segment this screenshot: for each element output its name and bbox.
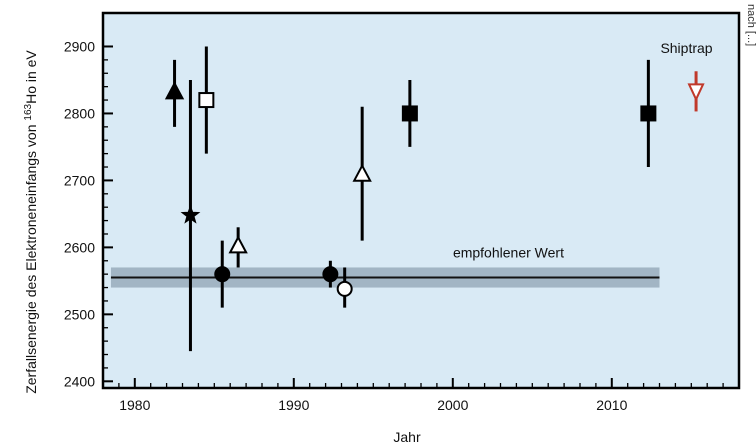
y-axis: 2400 2500 2600 2700 2800 2900 [64,38,113,389]
x-tick-label-2: 2000 [437,397,468,413]
marker-layer [164,81,705,297]
data-point-10 [687,83,705,102]
y-axis-title-tail: Ho in eV [23,50,39,104]
data-point-4 [228,235,248,254]
y-tick-label-5: 2900 [64,38,95,54]
data-point-3 [214,266,231,283]
data-point-1 [180,204,201,224]
y-axis-title-sup: 163 [23,103,34,120]
y-tick-label-2: 2600 [64,239,95,255]
data-point-5 [322,266,339,283]
credit-text: nach [...] [745,4,756,46]
data-point-6 [336,280,353,297]
data-point-2 [198,92,215,109]
annotation-layer: Shiptrap empfohlener Wert [453,40,713,260]
data-point-8 [401,105,418,122]
x-tick-label-3: 2010 [596,397,627,413]
plot-background [103,13,739,388]
y-tick-label-4: 2800 [64,105,95,121]
y-axis-title-main: Zerfallsenergie des Elektroneneinfangs v… [23,121,39,394]
y-tick-label-3: 2700 [64,172,95,188]
y-tick-label-0: 2400 [64,373,95,389]
x-tick-label-0: 1980 [119,397,150,413]
annotation-0: Shiptrap [660,40,712,56]
x-axis-title: Jahr [393,429,421,445]
x-tick-label-1: 1990 [278,397,309,413]
annotation-1: empfohlener Wert [453,244,564,260]
recommended-band-layer [110,267,660,288]
data-point-0 [164,81,185,100]
y-tick-label-1: 2500 [64,306,95,322]
x-axis: 1980 1990 2000 2010 [102,378,740,413]
data-point-9 [640,105,657,122]
y-axis-title: Zerfallsenergie des Elektroneneinfangs v… [23,50,40,394]
data-point-7 [352,163,372,182]
